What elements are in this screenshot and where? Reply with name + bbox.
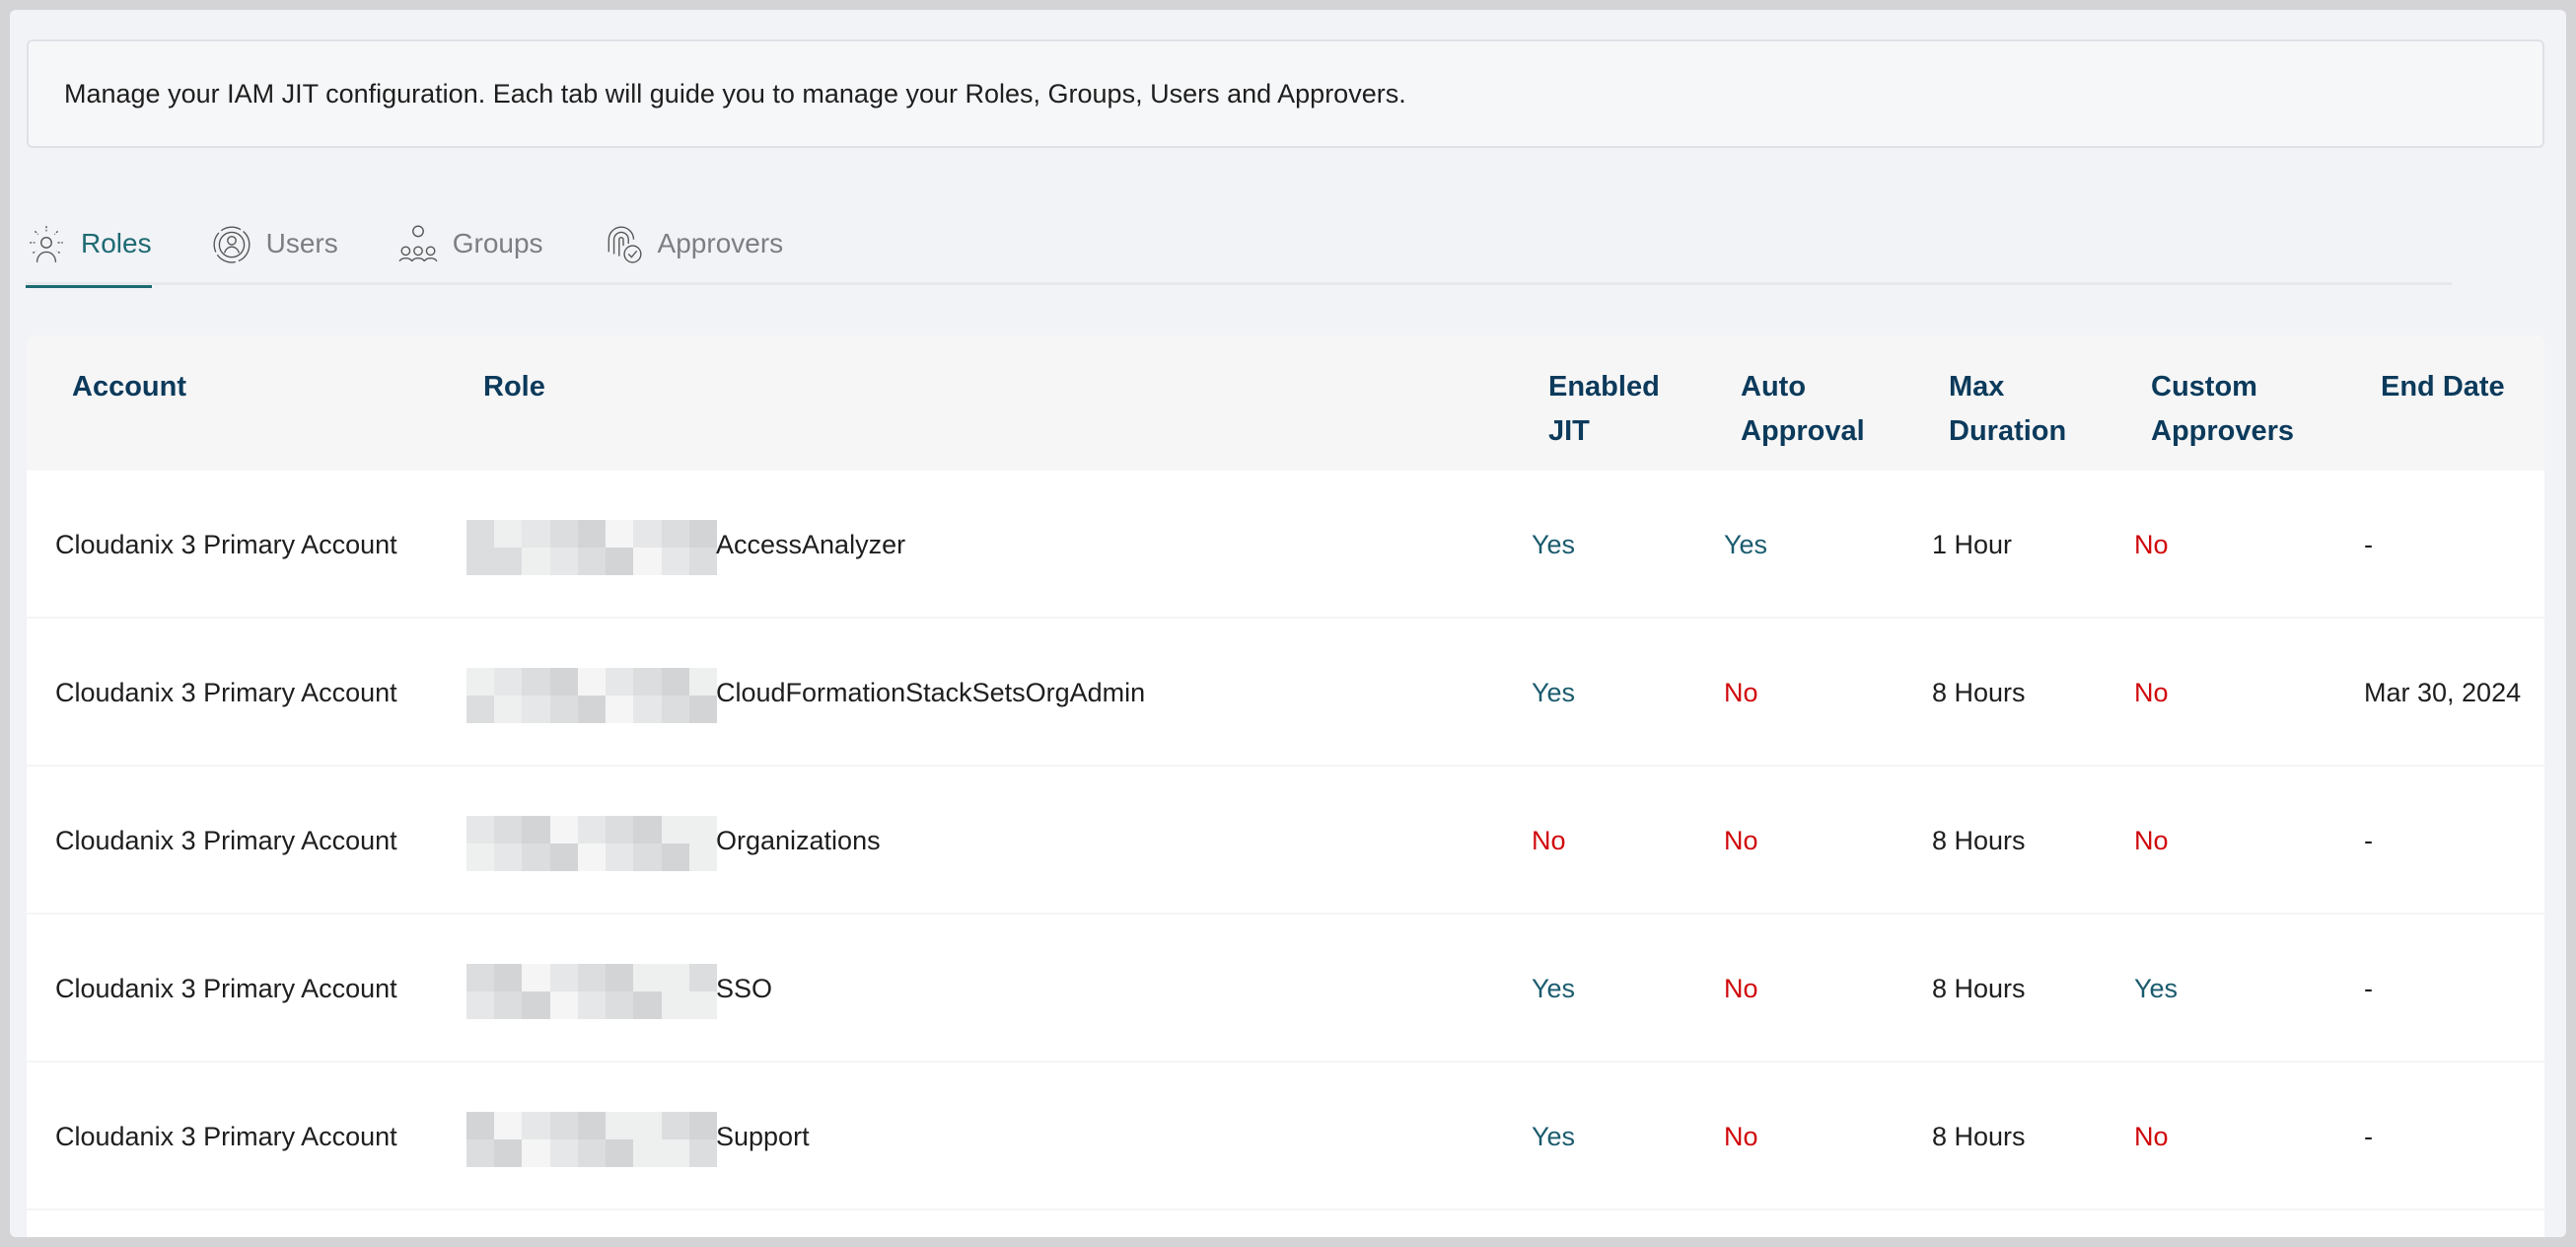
header-role: Role xyxy=(483,371,545,403)
cell-custom-approvers: No xyxy=(2134,1121,2169,1151)
table-header: Account Role Enabled JIT Auto Approval Max… xyxy=(27,335,2544,471)
roles-table: Account Role Enabled JIT Auto Approval Max… xyxy=(27,335,2544,1237)
header-account: Account xyxy=(72,371,186,403)
tab-roles[interactable]: Roles xyxy=(26,202,152,288)
table-row[interactable]: Cloudanix 3 Primary Account Organizations… xyxy=(27,767,2544,915)
iam-jit-page: Manage your IAM JIT configuration. Each … xyxy=(10,10,2566,1237)
tab-label: Approvers xyxy=(657,228,784,258)
cell-account: Cloudanix 3 Primary Account xyxy=(55,677,397,707)
table-row[interactable]: Cloudanix 3 Primary Account CloudFormatio… xyxy=(27,619,2544,767)
cell-end-date: - xyxy=(2364,529,2373,559)
cell-max-duration: 1 Hour xyxy=(1932,529,2013,559)
table-row[interactable]: Cloudanix 3 Primary Account SSO Yes No 8 Hou… xyxy=(27,915,2544,1063)
cell-enabled-jit: Yes xyxy=(1532,677,1576,707)
cell-end-date: - xyxy=(2364,1121,2373,1151)
cell-end-date: Mar 30, 2024 xyxy=(2364,677,2522,707)
fingerprint-check-icon xyxy=(608,226,642,263)
redacted-account-id xyxy=(466,520,717,575)
cell-enabled-jit: No xyxy=(1532,825,1566,855)
cell-account: Cloudanix 3 Primary Account xyxy=(55,973,397,1003)
cell-auto-approval: Yes xyxy=(1724,529,1768,559)
cell-role: Organizations xyxy=(716,825,881,855)
cell-role: CloudFormationStackSetsOrgAdmin xyxy=(716,677,1146,707)
description-text: Manage your IAM JIT configuration. Each … xyxy=(64,78,1406,109)
cell-enabled-jit: Yes xyxy=(1532,1121,1576,1151)
cell-role: Support xyxy=(716,1121,810,1151)
cell-account: Cloudanix 3 Primary Account xyxy=(55,529,397,559)
cell-enabled-jit: Yes xyxy=(1532,529,1576,559)
cell-max-duration: 8 Hours xyxy=(1932,825,2026,855)
cell-custom-approvers: No xyxy=(2134,825,2169,855)
tab-groups[interactable]: Groups xyxy=(397,202,543,285)
table-row[interactable]: Cloudanix 3 Primary Account AccessAnalyze… xyxy=(27,471,2544,619)
cell-custom-approvers: No xyxy=(2134,677,2169,707)
cell-account: Cloudanix 3 Primary Account xyxy=(55,825,397,855)
redacted-account-id xyxy=(466,964,717,1019)
roles-icon xyxy=(30,226,63,262)
table-body: Cloudanix 3 Primary Account AccessAnalyze… xyxy=(27,471,2544,1210)
cell-max-duration: 8 Hours xyxy=(1932,677,2026,707)
redacted-account-id xyxy=(466,1112,717,1167)
cell-max-duration: 8 Hours xyxy=(1932,1121,2026,1151)
cell-auto-approval: No xyxy=(1724,973,1758,1003)
groups-icon xyxy=(398,225,438,262)
redacted-account-id xyxy=(466,668,717,723)
cell-end-date: - xyxy=(2364,825,2373,855)
header-auto-approval: Auto Approval xyxy=(1741,371,1865,447)
description-banner: Manage your IAM JIT configuration. Each … xyxy=(27,39,2544,148)
cell-auto-approval: No xyxy=(1724,825,1758,855)
cell-auto-approval: No xyxy=(1724,1121,1758,1151)
table-row[interactable]: Cloudanix 3 Primary Account Support Yes No 8… xyxy=(27,1063,2544,1210)
tab-label: Groups xyxy=(452,228,543,258)
tab-label: Roles xyxy=(81,228,152,258)
user-icon xyxy=(213,226,250,263)
header-max-duration: Max Duration xyxy=(1949,371,2067,447)
cell-custom-approvers: No xyxy=(2134,529,2169,559)
tab-label: Users xyxy=(265,228,338,258)
redacted-account-id xyxy=(466,816,717,871)
tab-bar: Roles Users Groups Approvers xyxy=(26,202,2452,288)
header-enabled-jit: Enabled JIT xyxy=(1548,371,1660,447)
header-end-date: End Date xyxy=(2381,371,2505,403)
cell-auto-approval: No xyxy=(1724,677,1758,707)
tab-approvers[interactable]: Approvers xyxy=(603,202,784,285)
cell-role: AccessAnalyzer xyxy=(716,529,906,559)
header-custom-approvers: Custom Approvers xyxy=(2151,371,2295,447)
cell-role: SSO xyxy=(716,973,773,1003)
cell-account: Cloudanix 3 Primary Account xyxy=(55,1121,397,1151)
cell-end-date: - xyxy=(2364,973,2373,1003)
cell-max-duration: 8 Hours xyxy=(1932,973,2026,1003)
cell-enabled-jit: Yes xyxy=(1532,973,1576,1003)
cell-custom-approvers: Yes xyxy=(2134,973,2179,1003)
tab-users[interactable]: Users xyxy=(211,202,338,285)
